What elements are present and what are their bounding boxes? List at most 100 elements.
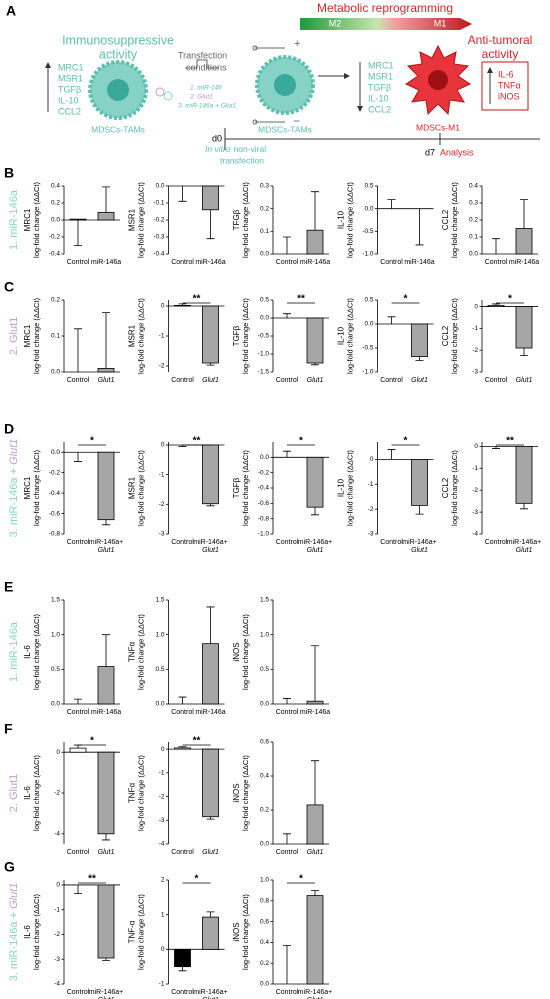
- row-label: 1. miR-146a: [8, 189, 20, 250]
- y-tick-label: 0.2: [469, 217, 478, 224]
- x-tick-label: miR-146a: [404, 259, 434, 266]
- y-tick-label: 1.0: [155, 631, 164, 638]
- error-bar: [520, 503, 528, 510]
- y-axis-label: log-fold change (ΔΔCt): [345, 450, 354, 526]
- y-tick-label: -1: [159, 981, 165, 988]
- row-label-part: 2. Glut1: [8, 774, 20, 813]
- y-tick-label: -3: [472, 509, 478, 516]
- row-label: 1. miR-146a: [8, 621, 20, 682]
- x-tick-label: Glut1: [307, 377, 324, 384]
- y-tick-label: 0.8: [260, 898, 269, 905]
- significance-label: **: [193, 436, 201, 447]
- error-bar: [283, 236, 291, 254]
- y-axis-label: log-fold change (ΔΔCt): [241, 894, 250, 970]
- y-tick-label: 0: [474, 443, 478, 450]
- error-bar: [283, 698, 291, 704]
- y-tick-label: -1: [472, 465, 478, 472]
- d0-note-italic: In vitro: [205, 144, 231, 154]
- y-tick-label: 0.0: [51, 449, 60, 456]
- right-marker: iNOS: [498, 91, 520, 101]
- error-bar: [311, 760, 319, 805]
- error-bar: [283, 945, 291, 984]
- y-tick-label: 0.2: [51, 200, 60, 207]
- x-tick-label: Control: [276, 377, 299, 384]
- y-tick-label: -1.0: [362, 251, 374, 258]
- mid-cell-label: MDSCs-TAMs: [258, 124, 312, 134]
- metabolic-arrow: [300, 18, 472, 30]
- mid-marker: CCL2: [368, 104, 391, 114]
- chart-title: CCL2: [441, 325, 450, 346]
- error-bar: [178, 303, 187, 306]
- x-tick-label: miR-146a: [91, 709, 121, 716]
- bar: [202, 185, 219, 211]
- x-tick-label: Glut1: [516, 377, 533, 384]
- y-tick-label: 0.4: [51, 183, 60, 190]
- y-axis-label: log-fold change (ΔΔCt): [32, 755, 41, 831]
- y-tick-label: 0.0: [51, 701, 60, 708]
- x-tick-sublabel: Glut1: [411, 547, 428, 554]
- y-tick-label: -4: [54, 981, 60, 988]
- x-tick-sublabel: Glut1: [98, 997, 115, 999]
- y-tick-label: -1.0: [362, 369, 374, 376]
- row-label: 2. Glut1: [8, 774, 20, 813]
- chart-title: TGFβ: [232, 325, 241, 346]
- marker-box: [481, 61, 529, 111]
- y-axis-label: log-fold change (ΔΔCt): [136, 182, 145, 258]
- x-tick-label: miR-146a+: [89, 989, 123, 996]
- right-marker: TNFα: [498, 80, 521, 90]
- y-tick-label: 0.0: [260, 701, 269, 708]
- panel-letter: F: [4, 721, 13, 737]
- y-tick-label: -0.5: [362, 345, 374, 352]
- bar: [174, 747, 191, 750]
- x-tick-label: Control: [380, 377, 403, 384]
- chart-title: IL-6: [23, 645, 32, 659]
- y-tick-label: 0.0: [469, 251, 478, 258]
- x-tick-label: miR-146a+: [402, 539, 436, 546]
- arrow-head: [487, 67, 493, 73]
- y-tick-label: -0.8: [49, 531, 61, 538]
- y-tick-label: -3: [368, 531, 374, 538]
- y-tick-label: -4: [54, 831, 60, 838]
- condition: 1. miR-146: [190, 85, 222, 92]
- error-bar: [206, 209, 215, 240]
- significance-label: *: [90, 736, 94, 747]
- x-tick-label: Control: [276, 259, 299, 266]
- y-tick-label: 0.5: [155, 666, 164, 673]
- y-tick-label: 1.0: [260, 877, 269, 884]
- row-label-part: Glut1: [8, 883, 20, 909]
- chart-title: TFGβ: [232, 209, 241, 230]
- x-tick-label: miR-146a+: [89, 539, 123, 546]
- y-tick-label: 1.0: [51, 631, 60, 638]
- y-tick-label: 0.5: [260, 297, 269, 304]
- significance-label: *: [404, 436, 408, 447]
- error-bar: [74, 328, 82, 372]
- error-bar: [74, 744, 82, 749]
- y-tick-label: -0.2: [49, 469, 61, 476]
- x-tick-label: Control: [276, 539, 299, 546]
- x-tick-label: Glut1: [202, 377, 219, 384]
- x-tick-label: Glut1: [202, 849, 219, 856]
- y-axis-label: log-fold change (ΔΔCt): [345, 182, 354, 258]
- y-tick-label: 0.2: [51, 297, 60, 304]
- x-tick-label: miR-146a+: [507, 539, 541, 546]
- x-tick-label: Control: [171, 989, 194, 996]
- error-bar: [178, 186, 187, 202]
- x-tick-label: Control: [67, 377, 90, 384]
- bar: [306, 317, 324, 364]
- y-tick-label: -1: [472, 325, 478, 332]
- left-marker: MRC1: [58, 62, 84, 72]
- row-label: 3. miR-146a + Glut1: [8, 439, 20, 538]
- y-tick-label: 0.5: [51, 666, 60, 673]
- bar: [174, 948, 191, 968]
- x-tick-label: Control: [380, 539, 403, 546]
- y-tick-label: 0.2: [260, 205, 269, 212]
- mid-marker: TGFβ: [368, 82, 391, 92]
- y-axis-label: log-fold change (ΔΔCt): [32, 182, 41, 258]
- y-tick-label: 1.5: [155, 597, 164, 604]
- metabolic-title: Metabolic reprogramming: [317, 1, 453, 15]
- m1-label: M1: [434, 18, 447, 28]
- error-bar: [206, 606, 215, 644]
- row-label: 2. Glut1: [8, 317, 20, 356]
- d0-note: transfection: [220, 155, 264, 165]
